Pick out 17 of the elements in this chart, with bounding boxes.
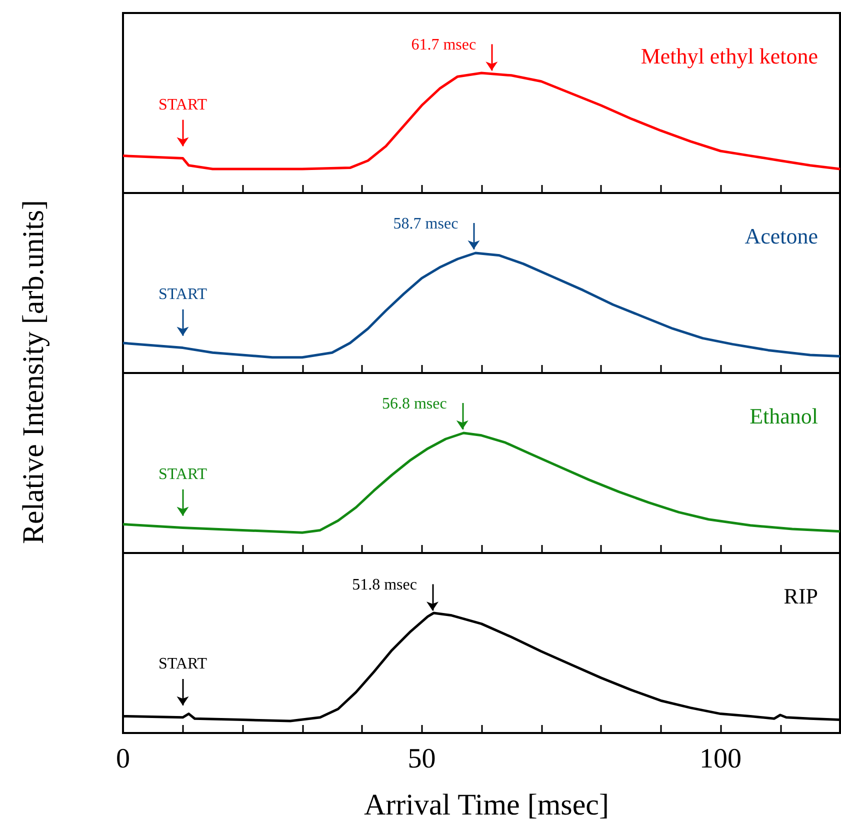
annotation: 58.7 msec	[393, 216, 458, 232]
annotation: 51.8 msec	[352, 576, 417, 594]
x-tick-label: 50	[408, 744, 436, 774]
text: RIP	[784, 584, 818, 608]
annotation: 61.7 msec	[411, 36, 476, 54]
text: Ethanol	[750, 404, 818, 428]
text: Acetone	[744, 224, 818, 248]
x-axis-title: Arrival Time [msec]	[364, 788, 609, 822]
x-tick-label: 0	[116, 744, 130, 774]
annotation: START	[158, 96, 208, 114]
text: Methyl ethyl ketone	[640, 44, 818, 68]
annotation: START	[158, 286, 208, 303]
annotation: START	[158, 656, 208, 672]
annotation: 56.8 msec	[382, 396, 447, 412]
y-axis-title: Relative Intensity [arb.units]	[17, 200, 51, 544]
x-tick-label: 100	[700, 744, 742, 774]
annotation: START	[158, 466, 208, 483]
